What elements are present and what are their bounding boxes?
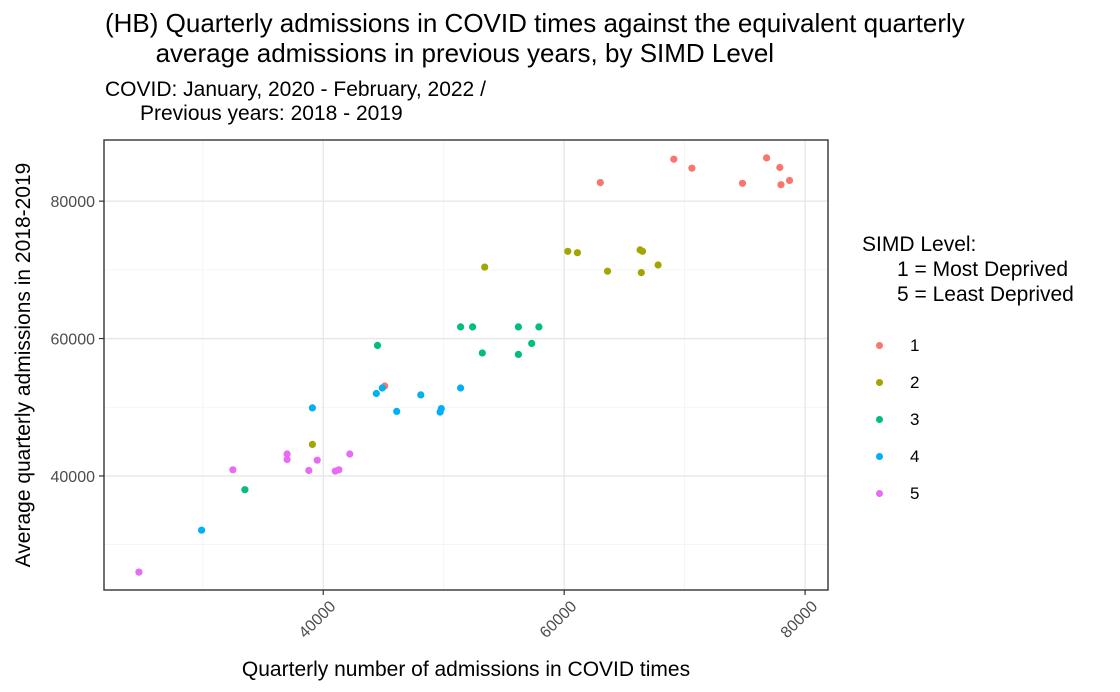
data-point-simd-5 xyxy=(283,455,291,464)
y-tick-label: 80000 xyxy=(51,194,96,211)
data-points xyxy=(135,154,794,576)
data-point-simd-5 xyxy=(135,568,143,576)
chart-title: (HB) Quarterly admissions in COVID times… xyxy=(105,8,965,68)
data-point-simd-5 xyxy=(335,466,343,474)
x-tick-label: 60000 xyxy=(537,598,581,642)
legend-title: SIMD Level: 1 = Most Deprived 5 = Least … xyxy=(862,233,1074,306)
y-tick-label: 40000 xyxy=(51,469,96,486)
data-point-simd-3 xyxy=(535,323,543,331)
y-axis-label: Average quarterly admissions in 2018-201… xyxy=(12,163,35,568)
data-point-simd-2 xyxy=(603,267,612,275)
data-point-simd-1 xyxy=(596,179,604,187)
data-point-simd-4 xyxy=(457,384,465,392)
legend: SIMD Level: 1 = Most Deprived 5 = Least … xyxy=(862,232,1112,512)
legend-label: 3 xyxy=(910,409,920,429)
data-point-simd-1 xyxy=(777,181,785,189)
data-point-simd-3 xyxy=(457,323,465,331)
legend-label: 5 xyxy=(910,483,920,503)
legend-swatch xyxy=(876,342,883,349)
data-point-simd-2 xyxy=(654,261,662,269)
data-point-simd-2 xyxy=(564,247,572,255)
legend-swatch xyxy=(876,379,883,386)
data-point-simd-2 xyxy=(573,249,582,257)
data-point-simd-3 xyxy=(528,339,536,347)
data-point-simd-4 xyxy=(378,384,386,392)
legend-item: 5 xyxy=(862,475,1112,512)
legend-item: 4 xyxy=(862,438,1112,475)
y-tick-label: 60000 xyxy=(51,332,96,349)
legend-item: 1 xyxy=(862,327,1112,364)
data-point-simd-2 xyxy=(308,440,316,448)
data-point-simd-4 xyxy=(372,389,380,398)
legend-label: 4 xyxy=(910,446,920,466)
data-point-simd-2 xyxy=(638,247,647,255)
data-point-simd-5 xyxy=(229,466,237,474)
data-point-simd-5 xyxy=(346,450,354,458)
x-tick-label: 40000 xyxy=(296,598,340,642)
legend-item: 3 xyxy=(862,401,1112,438)
data-point-simd-4 xyxy=(198,526,206,534)
data-point-simd-2 xyxy=(637,269,645,277)
major-gridlines xyxy=(104,140,828,590)
legend-label: 1 xyxy=(910,335,920,355)
data-point-simd-3 xyxy=(514,350,523,358)
legend-label: 2 xyxy=(910,372,920,392)
panel-border xyxy=(103,139,829,591)
x-axis-label: Quarterly number of admissions in COVID … xyxy=(242,658,690,681)
data-point-simd-5 xyxy=(305,466,313,475)
legend-items: 1 2 3 4 5 xyxy=(862,327,1112,512)
data-point-simd-1 xyxy=(688,164,696,172)
data-point-simd-4 xyxy=(393,407,401,415)
data-point-simd-4 xyxy=(417,391,425,399)
data-point-simd-1 xyxy=(763,154,771,162)
legend-swatch xyxy=(876,453,883,460)
x-tick-label: 80000 xyxy=(778,598,822,642)
data-point-simd-2 xyxy=(481,263,489,271)
data-point-simd-1 xyxy=(738,179,747,187)
data-point-simd-1 xyxy=(670,155,678,163)
data-point-simd-1 xyxy=(785,176,794,185)
data-point-simd-4 xyxy=(437,405,445,413)
minor-gridlines xyxy=(104,140,828,590)
data-point-simd-5 xyxy=(313,456,321,464)
data-point-simd-4 xyxy=(308,404,316,412)
legend-item: 2 xyxy=(862,364,1112,401)
y-axis-ticks: 40000 60000 80000 xyxy=(51,194,104,486)
legend-swatch xyxy=(876,416,883,423)
data-point-simd-3 xyxy=(514,323,523,331)
data-point-simd-3 xyxy=(478,349,486,357)
legend-swatch xyxy=(876,490,883,497)
data-point-simd-3 xyxy=(469,323,477,331)
data-point-simd-1 xyxy=(776,163,784,172)
chart-subtitle: COVID: January, 2020 - February, 2022 / … xyxy=(105,78,486,125)
data-point-simd-3 xyxy=(241,486,249,494)
data-point-simd-5 xyxy=(283,450,291,458)
data-point-simd-3 xyxy=(373,341,382,349)
x-axis-ticks: 40000 60000 80000 xyxy=(296,590,821,642)
